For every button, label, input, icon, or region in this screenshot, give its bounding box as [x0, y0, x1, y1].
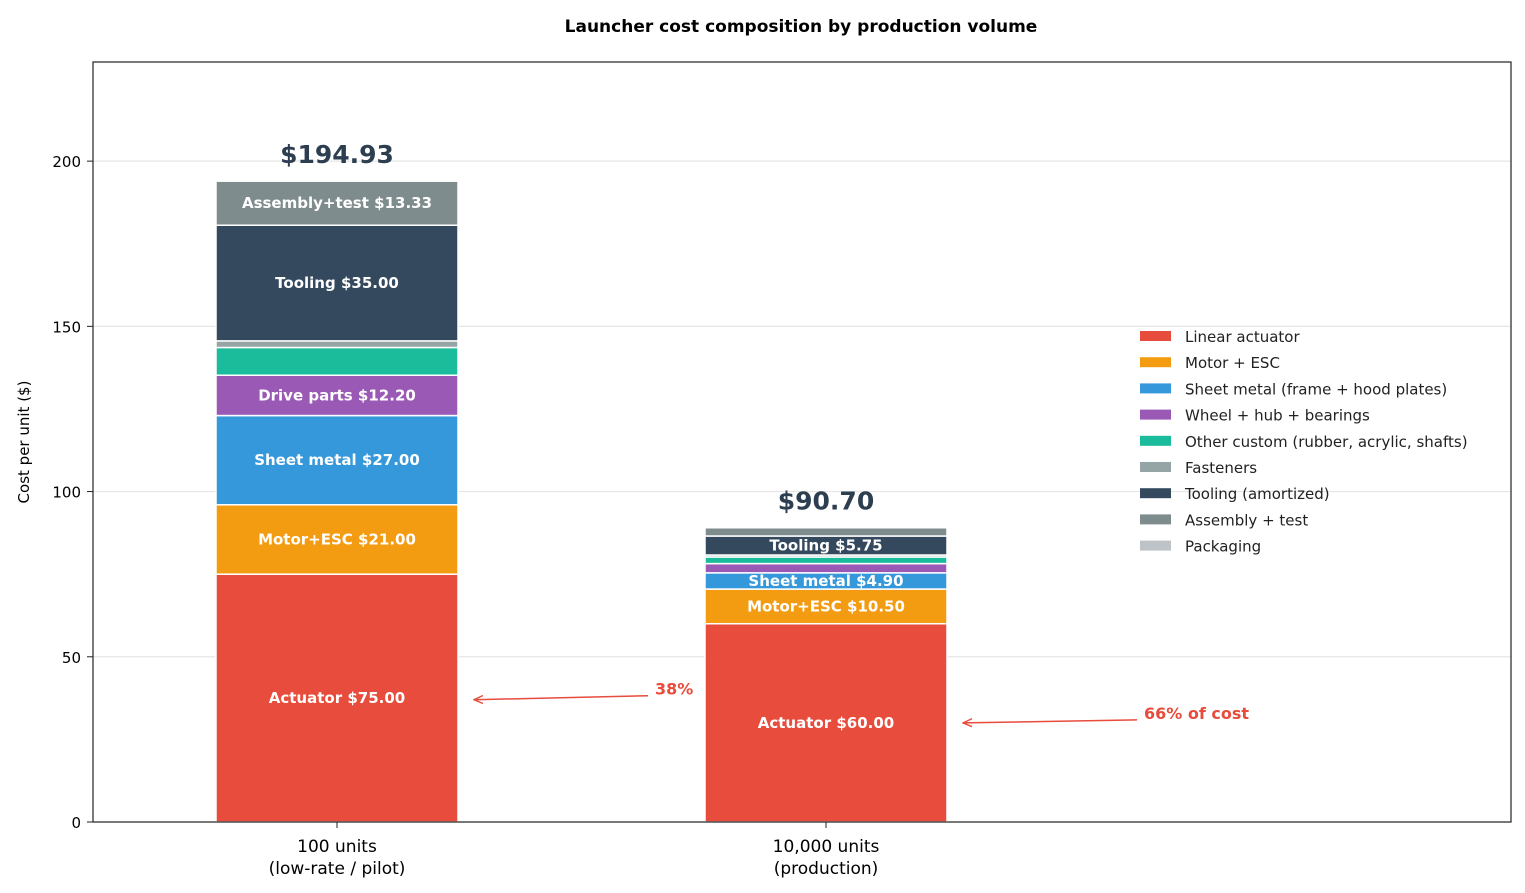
legend-swatch — [1140, 383, 1171, 394]
plot-frame — [92, 61, 1512, 823]
bar-labels: Actuator $75.00 Motor+ESC $21.00 Sheet met… — [242, 140, 905, 732]
legend-entry: Sheet metal (frame + hood plates) — [1185, 380, 1447, 398]
legend-entry: Wheel + hub + bearings — [1185, 407, 1370, 425]
segment-label: Tooling $35.00 — [275, 274, 399, 292]
legend-swatch — [1140, 409, 1171, 420]
bar-segment — [704, 622, 948, 823]
segment-label: Motor+ESC $21.00 — [258, 530, 416, 548]
legend-swatch — [1140, 514, 1171, 525]
legend-swatch — [1140, 488, 1171, 499]
x-tick-label: 100 units — [297, 837, 377, 857]
annotation-label: 38% — [655, 680, 693, 699]
total-label: $194.93 — [280, 140, 394, 169]
bar-segment — [704, 526, 948, 537]
segment-label: Actuator $60.00 — [758, 714, 894, 732]
x-tick-label: (low-rate / pilot) — [269, 859, 406, 879]
y-tick-label: 100 — [52, 484, 81, 502]
y-tick-label: 50 — [62, 649, 81, 667]
legend-swatch — [1140, 462, 1171, 472]
chart-title: Launcher cost composition by production … — [565, 17, 1038, 37]
bars — [215, 180, 948, 823]
y-tick-label: 0 — [71, 814, 81, 832]
bar-segment — [215, 180, 459, 226]
segment-label: Tooling $5.75 — [769, 537, 882, 555]
y-tick-label: 200 — [52, 153, 81, 171]
annotation-arrow — [474, 696, 649, 700]
axes: 0 50 100 150 200 100 units(low-rate / pilot) 1… — [52, 153, 879, 879]
bar-segment — [215, 573, 459, 823]
legend-entry: Assembly + test — [1185, 511, 1308, 529]
annotations: 38% 66% of cost — [474, 680, 1249, 723]
segment-label: Actuator $75.00 — [269, 689, 405, 707]
segment-label: Assembly+test $13.33 — [242, 194, 432, 212]
legend-entry: Motor + ESC — [1185, 354, 1280, 372]
x-tick-label: 10,000 units — [773, 837, 880, 857]
x-tick-label: (production) — [774, 859, 879, 879]
annotation-arrow — [963, 720, 1138, 723]
bar-segment — [215, 340, 459, 349]
annotation-label: 66% of cost — [1144, 704, 1249, 723]
bar-segment — [215, 224, 459, 342]
legend-swatch — [1140, 540, 1171, 551]
legend: Linear actuator Motor + ESC Sheet metal (f… — [1140, 328, 1468, 556]
legend-entry: Packaging — [1185, 538, 1261, 556]
segment-label: Motor+ESC $10.50 — [747, 597, 905, 615]
legend-entry: Other custom (rubber, acrylic, shafts) — [1185, 433, 1468, 451]
bar-segment — [215, 346, 459, 377]
legend-entry: Linear actuator — [1185, 328, 1300, 346]
segment-label: Sheet metal $4.90 — [748, 572, 903, 590]
total-label: $90.70 — [778, 487, 874, 516]
legend-swatch — [1140, 331, 1171, 341]
bar-segment — [215, 504, 459, 575]
y-tick-label: 150 — [52, 318, 81, 336]
segment-label: Drive parts $12.20 — [258, 386, 416, 404]
bar-segment — [704, 556, 948, 565]
legend-swatch — [1140, 357, 1171, 368]
legend-entry: Fasteners — [1185, 459, 1257, 477]
legend-swatch — [1140, 435, 1171, 446]
legend-entry: Tooling (amortized) — [1184, 485, 1330, 503]
y-axis-label: Cost per unit ($) — [15, 381, 33, 504]
segment-label: Sheet metal $27.00 — [254, 451, 420, 469]
